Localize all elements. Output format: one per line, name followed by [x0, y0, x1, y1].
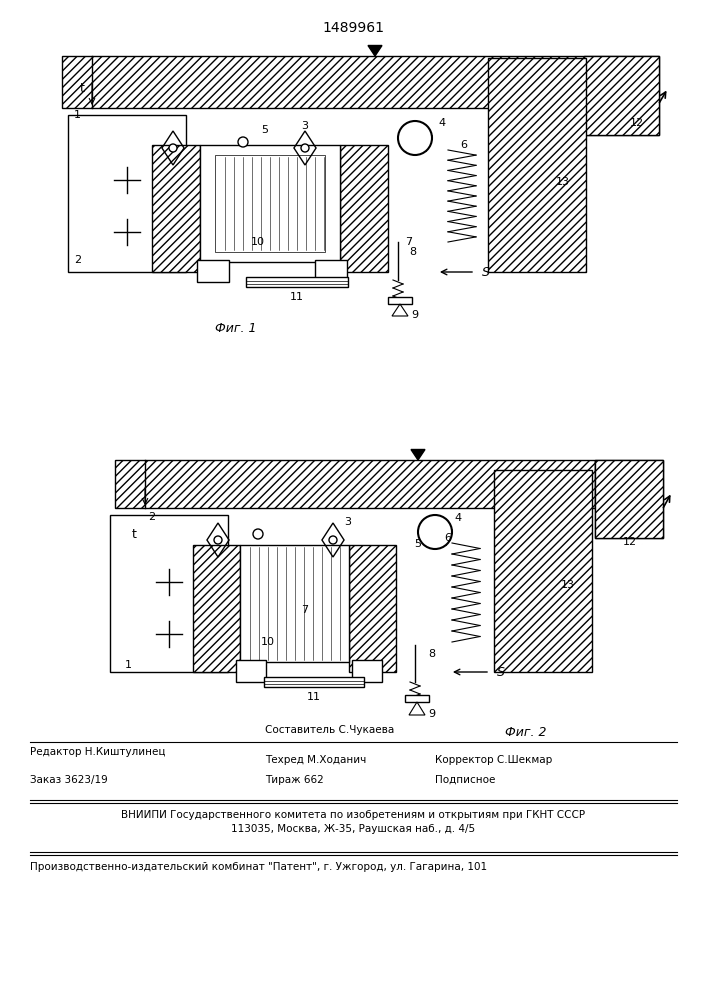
Text: 7: 7 [405, 237, 413, 247]
Text: S: S [482, 265, 490, 278]
Polygon shape [411, 450, 425, 460]
Text: Фиг. 1: Фиг. 1 [215, 322, 257, 336]
Text: 5: 5 [262, 125, 269, 135]
Text: 6: 6 [445, 533, 452, 543]
Bar [215, 155, 325, 252]
Bar [68, 115, 186, 272]
Text: 3: 3 [301, 121, 308, 131]
Text: Производственно-издательский комбинат "Патент", г. Ужгород, ул. Гагарина, 101: Производственно-издательский комбинат "П… [30, 862, 487, 872]
Bar [595, 460, 663, 538]
Bar [349, 545, 396, 672]
Text: Тираж 662: Тираж 662 [265, 775, 324, 785]
Text: 9: 9 [428, 709, 436, 719]
Text: 8: 8 [409, 247, 416, 257]
Bar [115, 460, 595, 508]
Bar [236, 660, 266, 682]
Text: t: t [132, 528, 137, 542]
Text: Корректор С.Шекмар: Корректор С.Шекмар [435, 755, 552, 765]
Text: 1489961: 1489961 [322, 21, 384, 35]
Bar [584, 56, 659, 135]
Bar [200, 145, 340, 262]
Polygon shape [368, 45, 382, 56]
Text: 3: 3 [344, 517, 351, 527]
Circle shape [329, 536, 337, 544]
Text: 2: 2 [74, 255, 81, 265]
Text: Подписное: Подписное [435, 775, 496, 785]
Bar [315, 260, 347, 282]
Text: 9: 9 [411, 310, 419, 320]
Bar [264, 677, 364, 687]
Text: Составитель С.Чукаева: Составитель С.Чукаева [265, 725, 395, 735]
Text: Редактор Н.Киштулинец: Редактор Н.Киштулинец [30, 747, 165, 757]
Bar [152, 145, 200, 272]
Text: 11: 11 [290, 292, 304, 302]
Bar [193, 545, 240, 672]
Text: Заказ 3623/19: Заказ 3623/19 [30, 775, 107, 785]
Text: Фиг. 2: Фиг. 2 [505, 726, 547, 738]
Text: 1: 1 [74, 110, 81, 120]
Circle shape [301, 144, 309, 152]
Text: ВНИИПИ Государственного комитета по изобретениям и открытиям при ГКНТ СССР: ВНИИПИ Государственного комитета по изоб… [121, 810, 585, 820]
Text: 113035, Москва, Ж-35, Раушская наб., д. 4/5: 113035, Москва, Ж-35, Раушская наб., д. … [231, 824, 475, 834]
Bar [494, 470, 592, 672]
Text: 10: 10 [261, 637, 275, 647]
Circle shape [398, 121, 432, 155]
Bar [584, 56, 659, 135]
Text: 13: 13 [556, 177, 570, 187]
Bar [110, 515, 228, 672]
Text: 7: 7 [301, 605, 308, 615]
Circle shape [214, 536, 222, 544]
Text: 1: 1 [124, 660, 132, 670]
Text: 13: 13 [561, 580, 575, 590]
Text: 4: 4 [455, 513, 462, 523]
Bar [62, 56, 584, 108]
Bar [240, 545, 349, 662]
Text: 10: 10 [251, 237, 265, 247]
Bar [197, 260, 229, 282]
Bar [405, 695, 429, 702]
Bar [352, 660, 382, 682]
Bar [388, 297, 412, 304]
Text: 8: 8 [428, 649, 436, 659]
Text: Техред М.Ходанич: Техред М.Ходанич [265, 755, 366, 765]
Text: 2: 2 [148, 512, 156, 522]
Circle shape [169, 144, 177, 152]
Bar [488, 58, 586, 272]
Text: 12: 12 [630, 118, 644, 128]
Text: t: t [80, 82, 85, 95]
Bar [246, 277, 348, 287]
Circle shape [238, 137, 248, 147]
Text: S: S [497, 666, 505, 678]
Circle shape [418, 515, 452, 549]
Text: 11: 11 [307, 692, 321, 702]
Text: 12: 12 [623, 537, 637, 547]
Bar [340, 145, 388, 272]
Circle shape [253, 529, 263, 539]
Text: 4: 4 [438, 118, 445, 128]
Bar [595, 460, 663, 538]
Text: 5: 5 [414, 539, 421, 549]
Text: 6: 6 [460, 140, 467, 150]
